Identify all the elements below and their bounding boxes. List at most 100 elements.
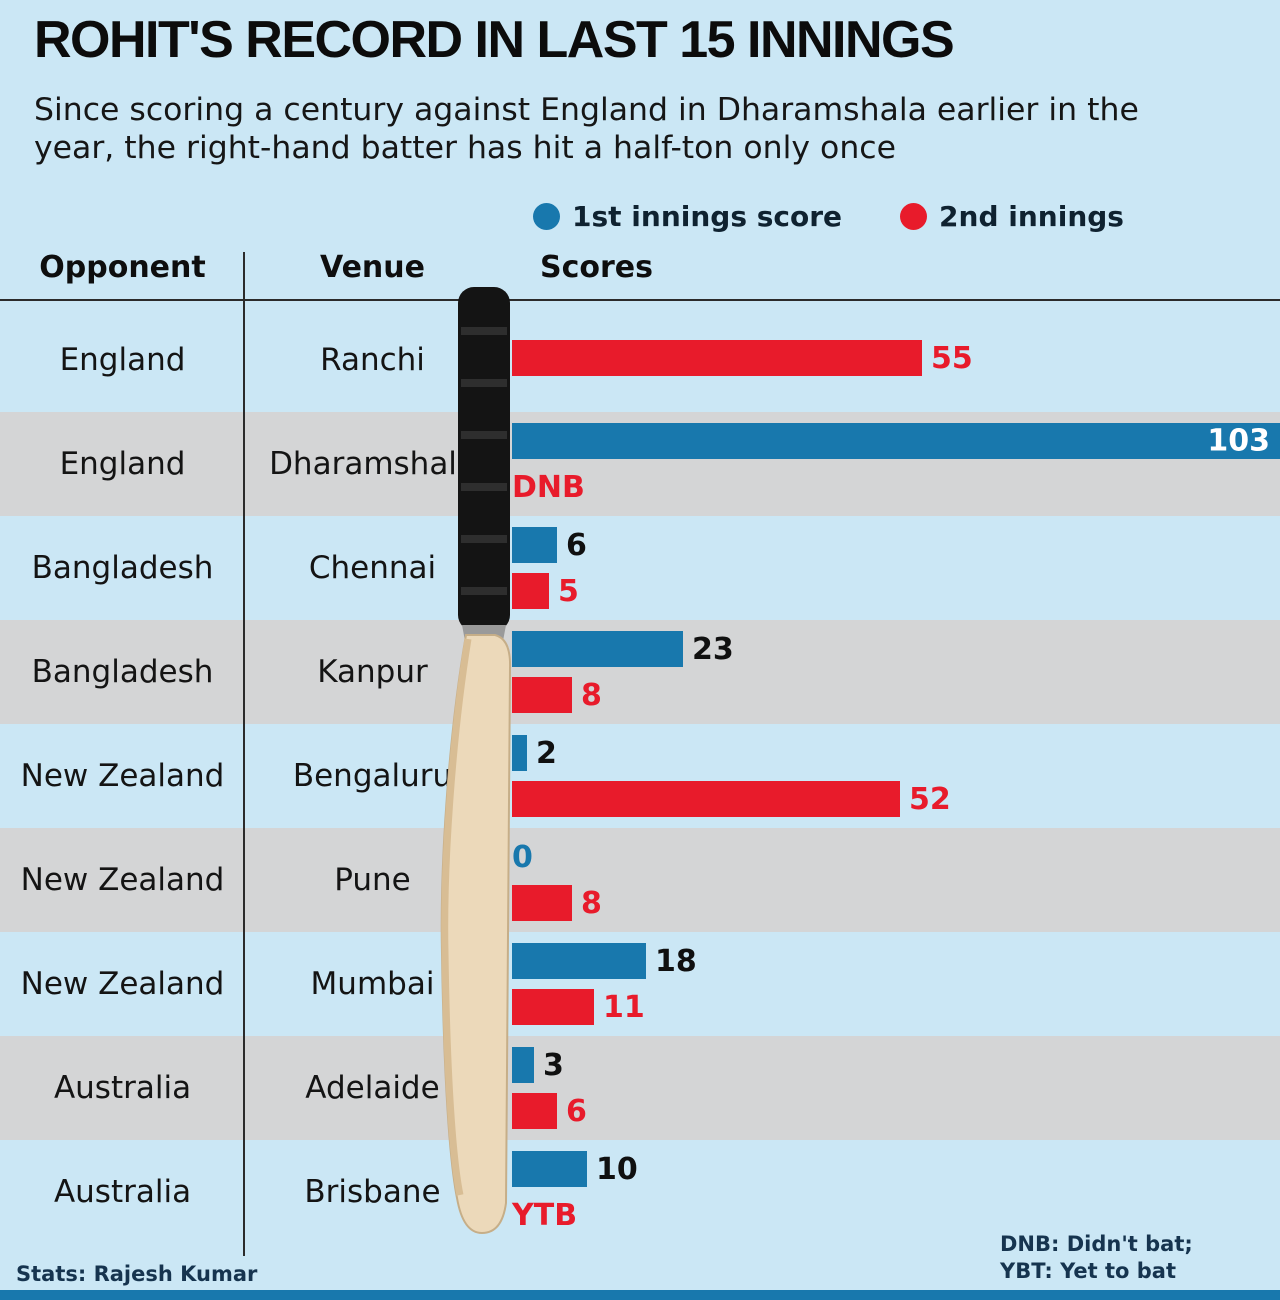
bar-value-label: 8 [581, 677, 602, 713]
bar-value-label: 52 [909, 781, 951, 817]
bar-line: 18 [512, 943, 697, 979]
innings-note: DNB [512, 469, 585, 505]
column-header-scores: Scores [540, 250, 653, 285]
bar-line: 6 [512, 527, 587, 563]
second-innings-bar [512, 1093, 557, 1129]
opponent-cell: Australia [53, 1070, 192, 1106]
venue-cell: Mumbai [310, 966, 435, 1002]
second-innings-bar [512, 677, 572, 713]
table-row: England Ranchi 55 [0, 308, 1280, 412]
first-innings-bar [512, 1151, 587, 1187]
second-innings-dot-icon [900, 203, 928, 230]
score-bars: 2 52 [500, 724, 1280, 828]
table-row: Bangladesh Kanpur 23 8 [0, 620, 1280, 724]
venue-cell: Chennai [308, 550, 437, 586]
bar-line: DNB [512, 469, 585, 505]
bar-line: 2 [512, 735, 557, 771]
opponent-cell: England [59, 342, 186, 378]
bar-value-label: 3 [543, 1047, 564, 1083]
bar-line: 55 [512, 340, 973, 376]
bar-line: 11 [512, 989, 645, 1025]
bar-value-label: 8 [581, 885, 602, 921]
bar-line: 23 [512, 631, 734, 667]
opponent-cell: Australia [53, 1174, 192, 1210]
opponent-cell: New Zealand [20, 862, 225, 898]
opponent-cell: Bangladesh [31, 654, 214, 690]
bar-value-label: 23 [692, 631, 734, 667]
bar-value-label: 18 [655, 943, 697, 979]
opponent-cell: England [59, 446, 186, 482]
column-header-venue: Venue [320, 250, 425, 285]
venue-cell: Kanpur [317, 654, 428, 690]
bar-line: 103 [512, 423, 1280, 459]
bar-line: 8 [512, 885, 602, 921]
first-innings-dot-icon [533, 203, 560, 230]
first-innings-bar: 103 [512, 423, 1280, 459]
opponent-cell: New Zealand [20, 758, 225, 794]
venue-cell: Brisbane [304, 1174, 441, 1210]
bar-value-label: 10 [596, 1151, 638, 1187]
venue-cell: Bengaluru [292, 758, 453, 794]
bar-line: 52 [512, 781, 951, 817]
second-innings-bar [512, 573, 549, 609]
first-innings-bar [512, 943, 646, 979]
note-ybt: YBT: Yet to bat [1000, 1259, 1176, 1284]
column-headers: Opponent Venue Scores [0, 250, 1280, 285]
first-innings-bar [512, 527, 557, 563]
bar-line: YTB [512, 1197, 577, 1233]
score-bars: 55 [500, 308, 1280, 412]
table-row: Australia Adelaide 3 6 [0, 1036, 1280, 1140]
score-bars: 10 YTB [500, 1140, 1280, 1244]
bar-value-label: 6 [566, 527, 587, 563]
bar-value-label: 55 [931, 340, 973, 376]
bar-line: 10 [512, 1151, 638, 1187]
bar-value-label: 103 [1207, 423, 1270, 459]
header-divider-line [0, 299, 1280, 301]
legend-label-first: 1st innings score [572, 200, 843, 233]
venue-cell: Dharamshala [269, 446, 476, 482]
table-row: New Zealand Mumbai 18 11 [0, 932, 1280, 1036]
bar-value-label: 11 [603, 989, 645, 1025]
venue-cell: Adelaide [305, 1070, 440, 1106]
page-subtitle: Since scoring a century against England … [34, 92, 1139, 166]
cricket-bat-graphic [440, 287, 512, 1235]
opponent-cell: Bangladesh [31, 550, 214, 586]
legend-item-second-innings: 2nd innings [900, 200, 1124, 233]
stats-credit: Stats: Rajesh Kumar [16, 1262, 258, 1286]
bar-line: 6 [512, 1093, 587, 1129]
page-title: ROHIT'S RECORD IN LAST 15 INNINGS [34, 11, 955, 69]
second-innings-bar [512, 885, 572, 921]
table-row: New Zealand Pune 0 8 [0, 828, 1280, 932]
venue-cell: Ranchi [320, 342, 425, 378]
first-innings-bar [512, 735, 527, 771]
legend-label-second: 2nd innings [939, 200, 1124, 233]
second-innings-bar [512, 989, 594, 1025]
table-row: New Zealand Bengaluru 2 52 [0, 724, 1280, 828]
bar-value-label: 2 [536, 735, 557, 771]
chart-legend: 1st innings score 2nd innings [533, 200, 1124, 233]
bar-line: 5 [512, 573, 579, 609]
column-header-opponent: Opponent [39, 250, 206, 285]
bar-value-label: 5 [558, 573, 579, 609]
chart-rows: England Ranchi 55 England Dharamshala 103 DNB B… [0, 308, 1280, 1244]
second-innings-bar [512, 340, 922, 376]
first-innings-bar [512, 1047, 534, 1083]
table-row: England Dharamshala 103 DNB [0, 412, 1280, 516]
opponent-cell: New Zealand [20, 966, 225, 1002]
column-divider-line [243, 252, 245, 1256]
second-innings-bar [512, 781, 900, 817]
first-innings-bar [512, 631, 683, 667]
abbreviation-notes: DNB: Didn't bat; YBT: Yet to bat [1000, 1231, 1193, 1286]
score-bars: 18 11 [500, 932, 1280, 1036]
first-innings-score-text: 0 [512, 839, 533, 875]
venue-cell: Pune [334, 862, 411, 898]
note-dnb: DNB: Didn't bat; [1000, 1232, 1193, 1256]
bar-line: 8 [512, 677, 602, 713]
bar-value-label: 6 [566, 1093, 587, 1129]
table-row: Bangladesh Chennai 6 5 [0, 516, 1280, 620]
bar-line: 0 [512, 839, 533, 875]
